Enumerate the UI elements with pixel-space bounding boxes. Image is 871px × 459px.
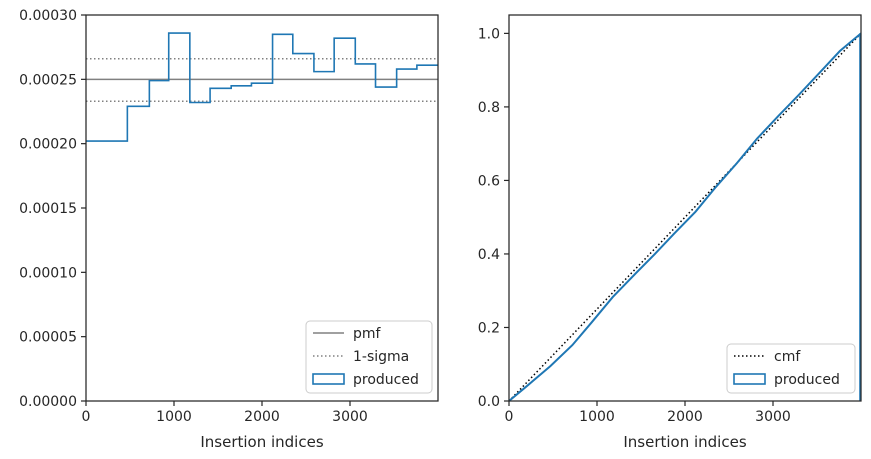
legend: pmf 1-sigma produced bbox=[305, 320, 433, 394]
legend-label-cmf: cmf bbox=[774, 349, 801, 365]
x-tick-label: 0 bbox=[505, 409, 514, 425]
y-tick-label: 0.00025 bbox=[19, 72, 77, 88]
y-tick-label: 0.0 bbox=[478, 394, 500, 410]
x-tick-label: 2000 bbox=[244, 409, 280, 425]
y-tick-label: 0.8 bbox=[478, 100, 500, 116]
y-tick-label: 1.0 bbox=[478, 26, 500, 42]
y-tick-label: 0.00000 bbox=[19, 394, 77, 410]
legend-label-pmf: pmf bbox=[353, 326, 382, 342]
x-tick-label: 3000 bbox=[332, 409, 368, 425]
x-tick-label: 0 bbox=[82, 409, 91, 425]
right-panel-cumulative: 0 1000 2000 3000 0.0 0.2 0.4 0.6 0.8 1.0 Insertion… bbox=[478, 14, 862, 451]
x-tick-label: 2000 bbox=[667, 409, 703, 425]
legend-label-produced: produced bbox=[774, 372, 840, 388]
y-tick-label: 0.00010 bbox=[19, 265, 77, 281]
axes-frame bbox=[508, 14, 862, 402]
legend-label-1-sigma: 1-sigma bbox=[353, 349, 409, 365]
produced-step-outline bbox=[86, 32, 438, 142]
legend: cmf produced bbox=[726, 343, 856, 394]
x-tick-label: 3000 bbox=[755, 409, 791, 425]
x-axis-label: Insertion indices bbox=[623, 433, 746, 451]
legend-swatch-produced bbox=[312, 373, 345, 385]
y-tick-label: 0.00015 bbox=[19, 201, 77, 217]
produced-line bbox=[508, 32, 862, 402]
y-tick-label: 0.00005 bbox=[19, 330, 77, 346]
legend-label-produced: produced bbox=[353, 372, 419, 388]
legend-swatch-produced bbox=[733, 373, 766, 385]
y-tick-label: 0.4 bbox=[478, 247, 500, 263]
legend-box bbox=[305, 320, 433, 394]
y-tick-label: 0.00020 bbox=[19, 137, 77, 153]
y-tick-label: 0.2 bbox=[478, 320, 500, 336]
left-panel-histogram: 0 1000 2000 3000 0.00000 0.00005 0.00010 0.0001… bbox=[19, 8, 439, 451]
x-tick-label: 1000 bbox=[579, 409, 615, 425]
y-tick-label: 0.6 bbox=[478, 173, 500, 189]
y-tick-label: 0.00030 bbox=[19, 8, 77, 24]
x-axis-label: Insertion indices bbox=[200, 433, 323, 451]
axes-frame bbox=[85, 14, 439, 402]
cmf-line bbox=[508, 32, 862, 402]
x-tick-label: 1000 bbox=[156, 409, 192, 425]
